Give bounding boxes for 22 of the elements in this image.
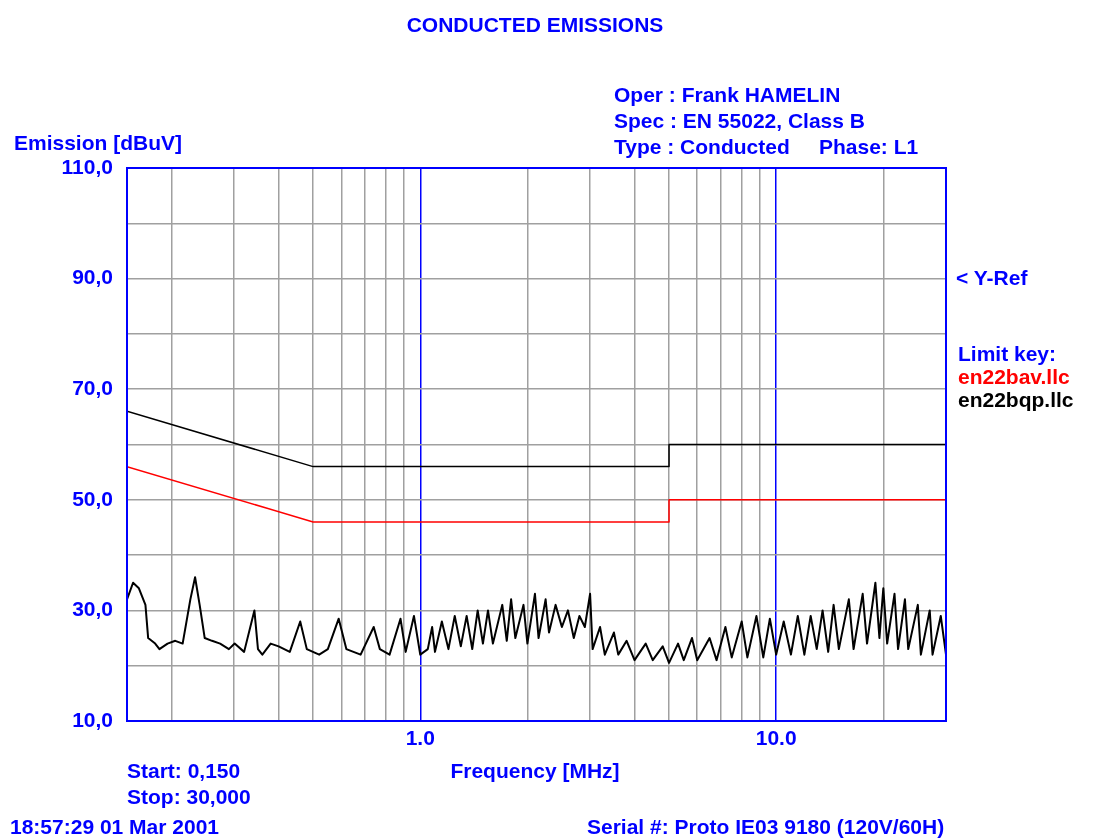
x-tick-label: 10.0 [755,726,797,750]
series-label: en22bqp.llc [958,388,1074,412]
text: Start: 0,150 [127,759,241,782]
legend-title: Limit key: [958,342,1057,366]
y-tick-label: 70,0 [72,376,113,399]
y-tick-label: 50,0 [72,486,113,510]
text: Stop: 30,000 [127,785,251,808]
text: Type : Conducted Phase: L1 [614,135,919,158]
y-axis-title: Emission [dBuV] [14,131,183,154]
text: en22bav.llc [958,365,1070,389]
text: Oper : Frank HAMELIN [614,83,841,106]
text: < Y-Ref [956,266,1028,289]
y-tick-label: 30,0 [72,597,113,621]
y-tick-label: 10,0 [72,707,113,731]
text: Spec : EN 55022, Class B [614,109,865,132]
x-axis-title: Frequency [MHz] [450,759,620,782]
text: 18:57:29 01 Mar 2001 [10,815,219,838]
chart-title: CONDUCTED EMISSIONS [406,13,664,36]
x-tick-label: 1.0 [405,726,435,750]
y-tick-label: 110,0 [61,154,113,178]
y-tick-label: 90,0 [72,265,113,289]
text: Serial #: Proto IE03 9180 (120V/60H) [587,815,945,838]
